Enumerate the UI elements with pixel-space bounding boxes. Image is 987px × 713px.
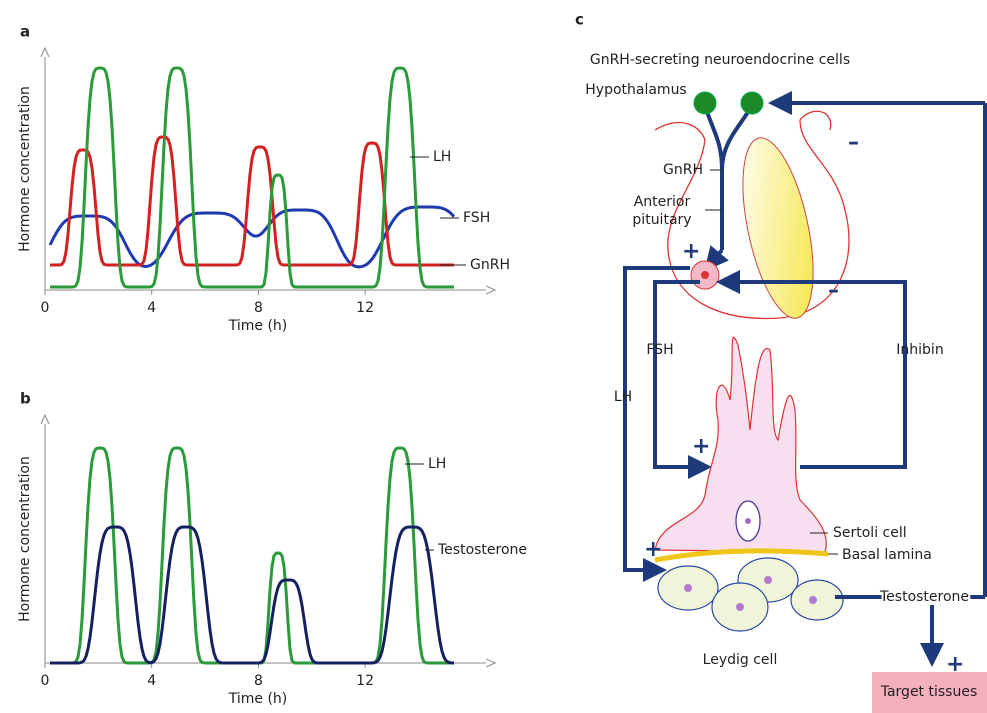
label: Sertoli cell [833,525,907,541]
x-label: Time (h) [228,318,288,334]
x-tick-label: 12 [356,673,374,689]
curve [50,448,454,663]
nucleolus [745,518,751,524]
basal-lamina [655,551,828,560]
x-tick-label: 0 [41,673,50,689]
panel-a: a Hormone concentration Time (h) 0 4 8 12 LH FSH… [17,23,510,335]
label: Inhibin [896,342,943,358]
curve [50,527,454,663]
x-tick-label: 8 [254,673,263,689]
label: GnRH-secreting neuroendocrine cells [590,52,850,68]
label: pituitary [632,212,691,228]
label: GnRH [663,162,703,178]
curve [50,207,454,267]
panel-b: b Hormone concentration Time (h) 0 4 8 12 LH Tes… [17,390,527,708]
curve [50,68,454,287]
nucleus [701,271,709,279]
label: Leydig cell [703,652,778,668]
y-label: Hormone concentration [17,86,33,252]
sign: + [644,537,662,562]
sign: – [848,130,859,155]
sign: + [682,239,700,264]
x-label: Time (h) [228,691,288,707]
y-label: Hormone concentration [17,456,33,622]
sign: + [692,434,710,459]
x-tick-label: 12 [356,300,374,316]
leydig-cells [658,558,843,631]
neuron [741,92,763,114]
axon [705,105,722,250]
label: Testosterone [879,589,969,605]
sign: – [828,278,839,303]
label: Target tissues [880,684,978,700]
x-tick-label: 8 [254,300,263,316]
curve-label: Testosterone [437,542,527,558]
x-tick-label: 4 [147,300,156,316]
label: Hypothalamus [585,82,686,98]
figure: a Hormone concentration Time (h) 0 4 8 12 LH FSH… [0,0,987,713]
neuron [694,92,716,114]
x-tick-label: 4 [147,673,156,689]
posterior-lobe [730,132,827,324]
curve-label: FSH [463,210,490,226]
x-tick-label: 0 [41,300,50,316]
label: FSH [646,342,673,358]
panel-label: b [20,390,31,408]
curve [50,137,454,265]
panel-c: c GnRH-secreting neuroendocrine cells Hy… [575,11,987,713]
sign: + [946,652,964,677]
panel-label: a [20,23,30,41]
label: LH [614,389,632,405]
label: Anterior [634,194,691,210]
arrow [712,250,722,262]
label: Basal lamina [842,547,932,563]
panel-label: c [575,11,584,29]
curve-label: LH [433,149,451,165]
curve-label: GnRH [470,257,510,273]
curve-label: LH [428,456,446,472]
